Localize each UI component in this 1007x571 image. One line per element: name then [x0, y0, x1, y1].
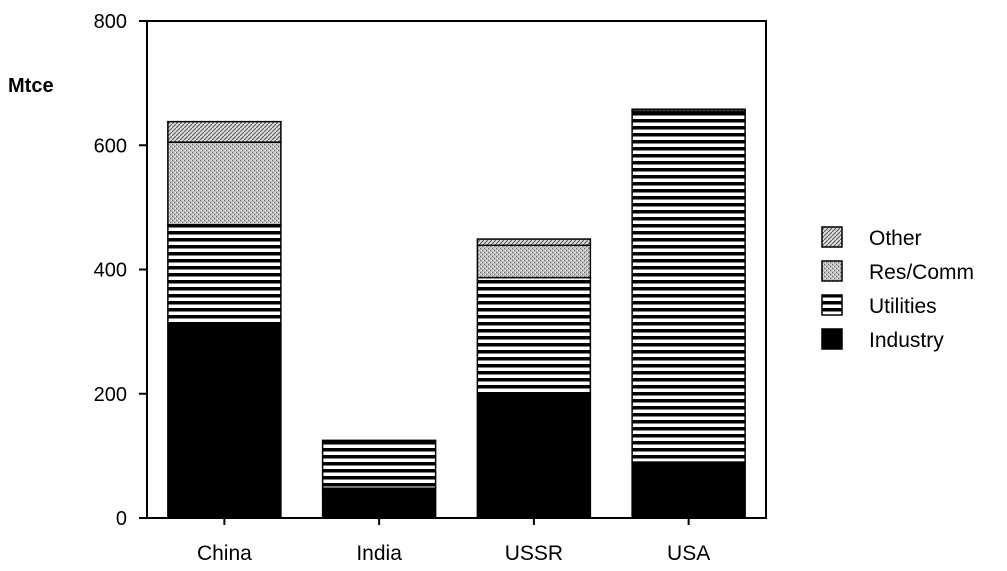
legend-label-other: Other: [869, 227, 922, 250]
legend-swatch-utilities: [821, 294, 843, 316]
bar-ussr-other: [476, 238, 592, 247]
x-tick-label-ussr: USSR: [505, 542, 563, 565]
legend-swatch-other: [821, 226, 843, 248]
bar-china-industry: [167, 324, 282, 519]
bar-china-utilities: [167, 224, 282, 327]
x-tick-label-china: China: [197, 542, 252, 565]
y-axis-label: Mtce: [8, 75, 54, 97]
y-axis: 0 200 400 600 800: [94, 11, 147, 530]
y-tick-label-600: 600: [94, 135, 127, 157]
bar-usa-other: [631, 108, 746, 112]
bars: [167, 108, 746, 519]
x-tick-label-india: India: [356, 542, 402, 565]
legend-swatch-res-comm: [821, 260, 843, 282]
legend-label-res-comm: Res/Comm: [869, 261, 974, 284]
y-tick-label-200: 200: [94, 384, 127, 406]
bar-china-res-comm: [167, 141, 282, 226]
legend-swatch-industry: [821, 328, 843, 350]
y-tick-label-0: 0: [116, 508, 127, 530]
x-tick-label-usa: USA: [667, 542, 710, 565]
y-tick-label-800: 800: [94, 11, 127, 33]
legend-label-industry: Industry: [869, 329, 944, 352]
legend-label-utilities: Utilities: [869, 295, 937, 318]
bar-china-other: [167, 120, 282, 143]
bar-usa-utilities: [631, 110, 746, 463]
bar-ussr-res-comm: [476, 244, 592, 279]
bar-india-industry: [321, 487, 437, 519]
y-tick-label-400: 400: [94, 260, 127, 282]
bar-ussr-industry: [476, 393, 592, 519]
bar-ussr-utilities: [476, 276, 592, 395]
bar-india-utilities: [321, 439, 437, 489]
bar-usa-industry: [631, 461, 746, 519]
legend: Other Res/Comm Utilities Industry: [821, 226, 974, 352]
x-axis: China India USSR USA: [197, 518, 710, 565]
